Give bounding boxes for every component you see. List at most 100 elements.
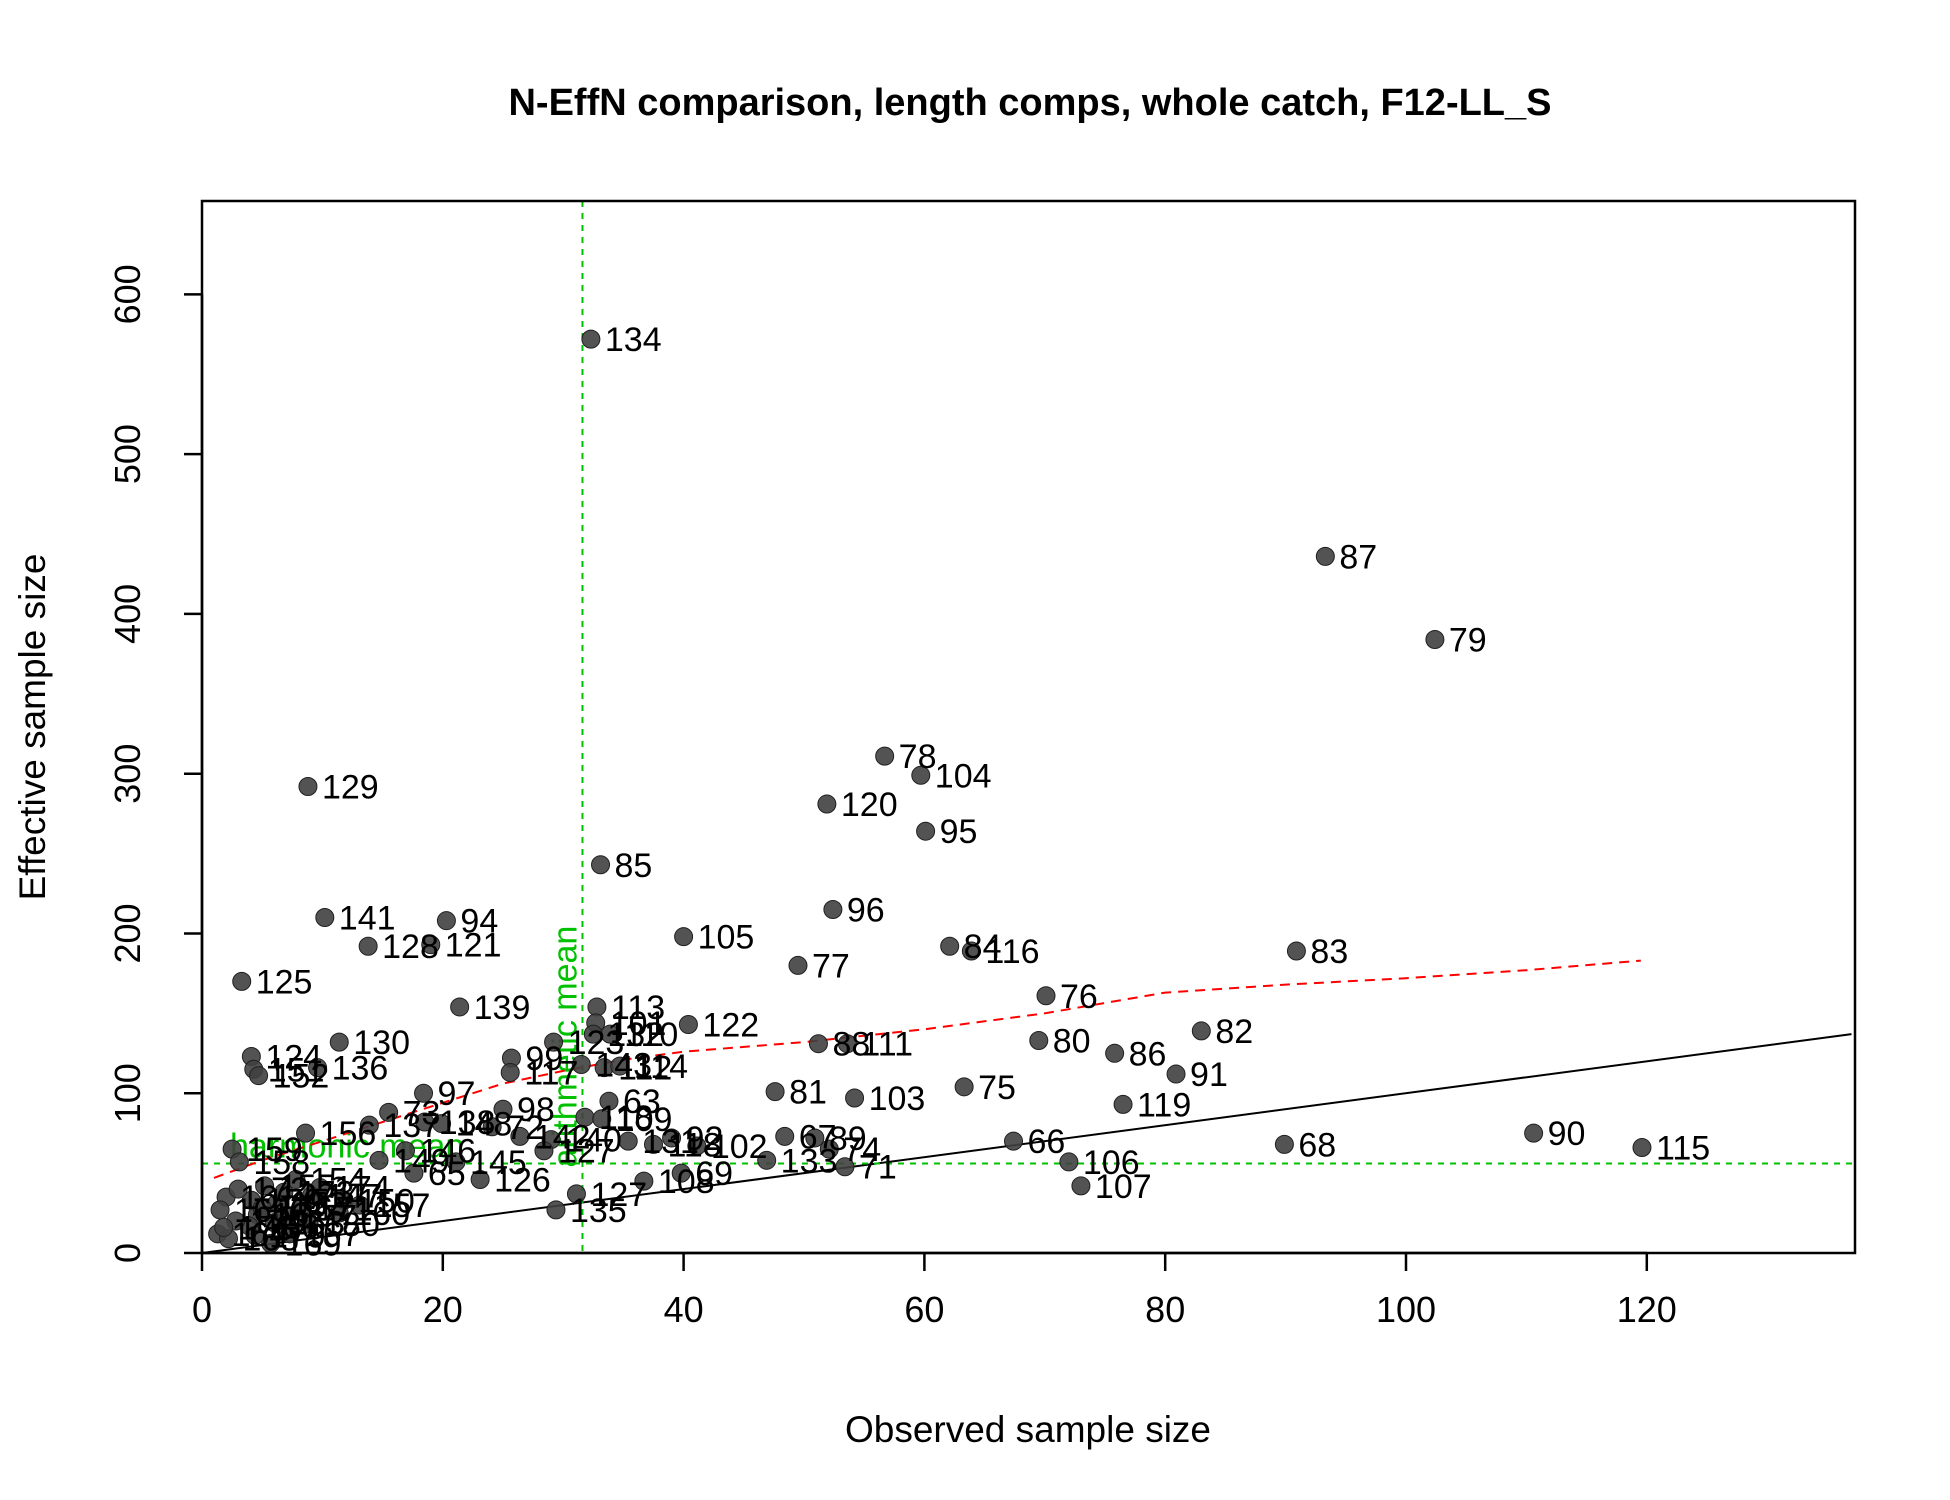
point-label-20: 76 [1060,978,1098,1016]
data-point-76 [835,1157,855,1177]
point-label-85: 107 [1095,1168,1152,1206]
point-label-31: 111 [861,1026,913,1064]
point-label-10: 141 [339,899,396,937]
data-point-106 [228,1179,248,1199]
point-label-47: 103 [869,1080,926,1118]
data-point-78 [229,1152,249,1172]
point-label-2: 79 [1449,621,1487,659]
data-point-79 [369,1150,389,1170]
point-label-59: 142 [534,1118,591,1156]
point-label-83: 69 [695,1155,733,1193]
data-point-69 [687,1136,707,1156]
data-point-49 [1113,1094,1133,1114]
point-label-27: 82 [1215,1013,1253,1051]
x-tick-label-4: 80 [1145,1289,1185,1330]
point-label-106: 172 [252,1171,309,1209]
point-label-46: 81 [789,1074,827,1112]
point-label-101: 167 [304,1216,361,1254]
point-label-107: 173 [298,1174,355,1212]
point-label-96: 162 [271,1197,328,1235]
point-label-86: 127 [590,1176,647,1214]
data-point-111 [276,1206,296,1226]
point-label-84: 108 [658,1163,715,1201]
point-label-8: 85 [615,847,653,885]
data-point-42 [500,1062,520,1082]
data-point-47 [845,1088,865,1108]
point-label-95: 160 [353,1195,410,1233]
point-label-105: 171 [316,1190,373,1228]
x-tick-label-5: 100 [1376,1289,1436,1330]
data-point-21 [450,997,470,1017]
data-point-71 [819,1139,839,1159]
point-label-66: 66 [1027,1123,1065,1161]
data-point-12 [358,936,378,956]
point-label-111: 177 [300,1198,357,1236]
point-label-48: 63 [623,1083,661,1121]
point-label-87: 135 [570,1192,627,1230]
x-tick-label-2: 40 [664,1289,704,1330]
point-label-78: 158 [253,1144,310,1182]
point-label-81: 65 [428,1155,466,1193]
data-point-3 [298,776,318,796]
data-point-41 [249,1066,269,1086]
x-axis: 0 20 40 60 80 100 120 [192,1251,1677,1330]
point-label-89: 155 [279,1168,336,1206]
data-point-2 [1425,629,1445,649]
data-point-1 [1315,546,1335,566]
point-label-16: 116 [985,933,1039,971]
data-point-38 [610,1056,630,1076]
point-label-109: 175 [250,1203,307,1241]
data-point-87 [546,1200,566,1220]
point-label-67: 115 [1656,1130,1710,1168]
data-point-31 [837,1034,857,1054]
point-label-68: 68 [1298,1126,1336,1164]
data-point-9 [823,899,843,919]
data-point-43 [1166,1064,1186,1084]
data-point-13 [421,935,441,955]
data-point-108 [310,1177,330,1197]
data-point-18 [788,955,808,975]
data-point-51 [379,1102,399,1122]
point-label-6: 120 [841,786,898,824]
data-point-8 [591,855,611,875]
point-label-74: 127 [558,1133,615,1171]
data-point-75 [757,1150,777,1170]
data-point-107 [274,1182,294,1202]
point-label-18: 77 [812,947,850,985]
y-tick-label-0: 0 [107,1243,148,1263]
data-point-89 [255,1176,275,1196]
data-point-77 [1059,1152,1079,1172]
data-point-56 [359,1115,379,1135]
point-label-52: 118 [599,1099,653,1137]
y-axis-label: Effective sample size [12,554,53,901]
point-label-54: 138 [439,1104,496,1142]
point-label-90: 147 [326,1177,383,1215]
point-label-71: 74 [843,1131,881,1169]
one-to-one-line-layer [201,1033,1852,1254]
point-label-112: 178 [238,1209,295,1247]
y-axis: 0 100 200 300 400 500 600 [107,264,204,1263]
data-point-74 [534,1141,554,1161]
x-axis-label: Observed sample size [845,1409,1211,1450]
point-label-7: 95 [940,813,978,851]
point-label-23: 101 [610,1005,667,1043]
point-label-61: 67 [799,1118,837,1156]
y-tick-label-6: 600 [107,264,148,324]
point-label-72: 159 [246,1131,303,1169]
point-label-13: 121 [445,927,502,965]
data-point-11 [436,911,456,931]
data-point-86 [566,1184,586,1204]
data-point-22 [587,997,607,1017]
data-point-45 [414,1083,434,1103]
point-label-24: 132 [607,1016,664,1054]
data-point-28 [1029,1031,1049,1051]
point-label-57: 72 [506,1109,544,1147]
point-label-5: 104 [935,757,992,795]
point-label-1: 87 [1339,538,1377,576]
point-label-88: 154 [310,1162,367,1200]
point-label-28: 80 [1053,1023,1091,1061]
point-label-65: 131 [642,1123,699,1161]
data-point-16 [961,941,981,961]
